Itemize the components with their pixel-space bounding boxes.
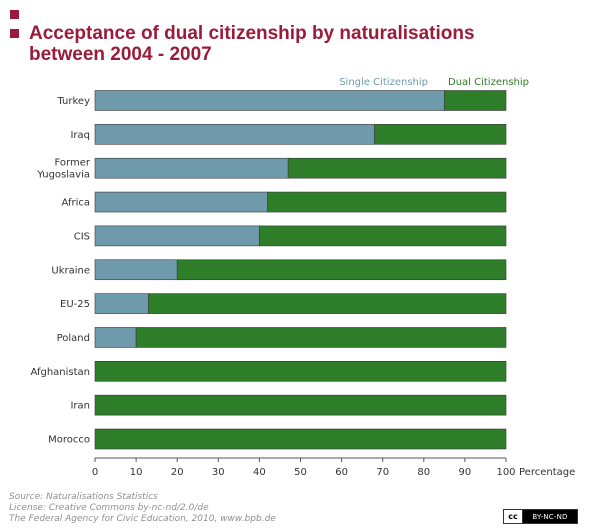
publisher-text: The Federal Agency for Civic Education, … — [9, 514, 276, 524]
license-text: License: Creative Commons by-nc-nd/2.0/d… — [9, 503, 209, 513]
category-label: Yugoslavia — [36, 170, 90, 181]
x-tick-label: 100 — [496, 467, 515, 478]
source-text: Source: Naturalisations Statistics — [9, 492, 158, 502]
category-label: Morocco — [48, 435, 90, 446]
bar-single-cis — [94, 225, 260, 247]
x-tick-label: 30 — [212, 467, 225, 478]
bar-dual-afghanistan — [94, 360, 507, 382]
legend-dual-citizenship: Dual Citizenship — [448, 77, 529, 88]
bar-dual-ukraine — [176, 259, 507, 281]
cc-icon: cc — [504, 510, 523, 523]
bar-dual-eu-25 — [148, 293, 507, 314]
bar-single-poland — [94, 327, 137, 348]
bar-single-africa — [94, 191, 268, 213]
bar-single-iraq — [94, 124, 375, 145]
x-tick-label: 20 — [171, 467, 184, 478]
x-tick-label: 70 — [376, 467, 389, 478]
x-axis-label: Percentage — [519, 467, 575, 478]
bar-single-ukraine — [94, 259, 178, 281]
category-label: Ukraine — [51, 265, 90, 276]
category-label: Afghanistan — [30, 367, 90, 378]
chart-title: Acceptance of dual citizenship by natura… — [29, 23, 475, 65]
category-label: EU-25 — [60, 299, 90, 310]
legend-single-citizenship: Single Citizenship — [339, 77, 428, 88]
x-tick-label: 80 — [417, 467, 430, 478]
category-label: Former — [55, 158, 91, 169]
x-tick-label: 10 — [130, 467, 143, 478]
bar-dual-morocco — [94, 428, 507, 450]
cc-badge-label: BY-NC-ND — [523, 510, 577, 523]
bar-dual-poland — [135, 327, 507, 348]
bar-dual-africa — [267, 191, 507, 213]
bar-dual-iran — [94, 394, 507, 416]
cc-license-badge[interactable]: cc BY-NC-ND — [503, 509, 578, 524]
bar-single-former-yugoslavia — [94, 157, 289, 179]
category-label: CIS — [74, 231, 90, 242]
x-tick-label: 50 — [294, 467, 307, 478]
category-label: Iraq — [70, 130, 90, 141]
x-tick-label: 40 — [253, 467, 266, 478]
source-notes: Source: Naturalisations Statistics Licen… — [9, 492, 276, 525]
category-label: Iran — [70, 401, 90, 412]
x-tick-label: 90 — [459, 467, 472, 478]
header-marker-top — [10, 10, 19, 19]
x-tick-label: 60 — [335, 467, 348, 478]
bar-dual-former-yugoslavia — [287, 157, 507, 179]
bar-dual-turkey — [444, 90, 507, 111]
bar-single-eu-25 — [94, 293, 149, 314]
header-marker-title — [10, 29, 19, 38]
chart-title-line2: between 2004 - 2007 — [29, 44, 212, 65]
chart-title-line1: Acceptance of dual citizenship by natura… — [29, 23, 475, 44]
category-label: Africa — [61, 198, 90, 209]
bar-dual-iraq — [374, 124, 507, 145]
bar-single-turkey — [94, 90, 445, 111]
category-label: Poland — [57, 333, 90, 344]
bar-dual-cis — [259, 225, 507, 247]
x-tick-label: 0 — [92, 467, 98, 478]
category-label: Turkey — [56, 96, 90, 107]
